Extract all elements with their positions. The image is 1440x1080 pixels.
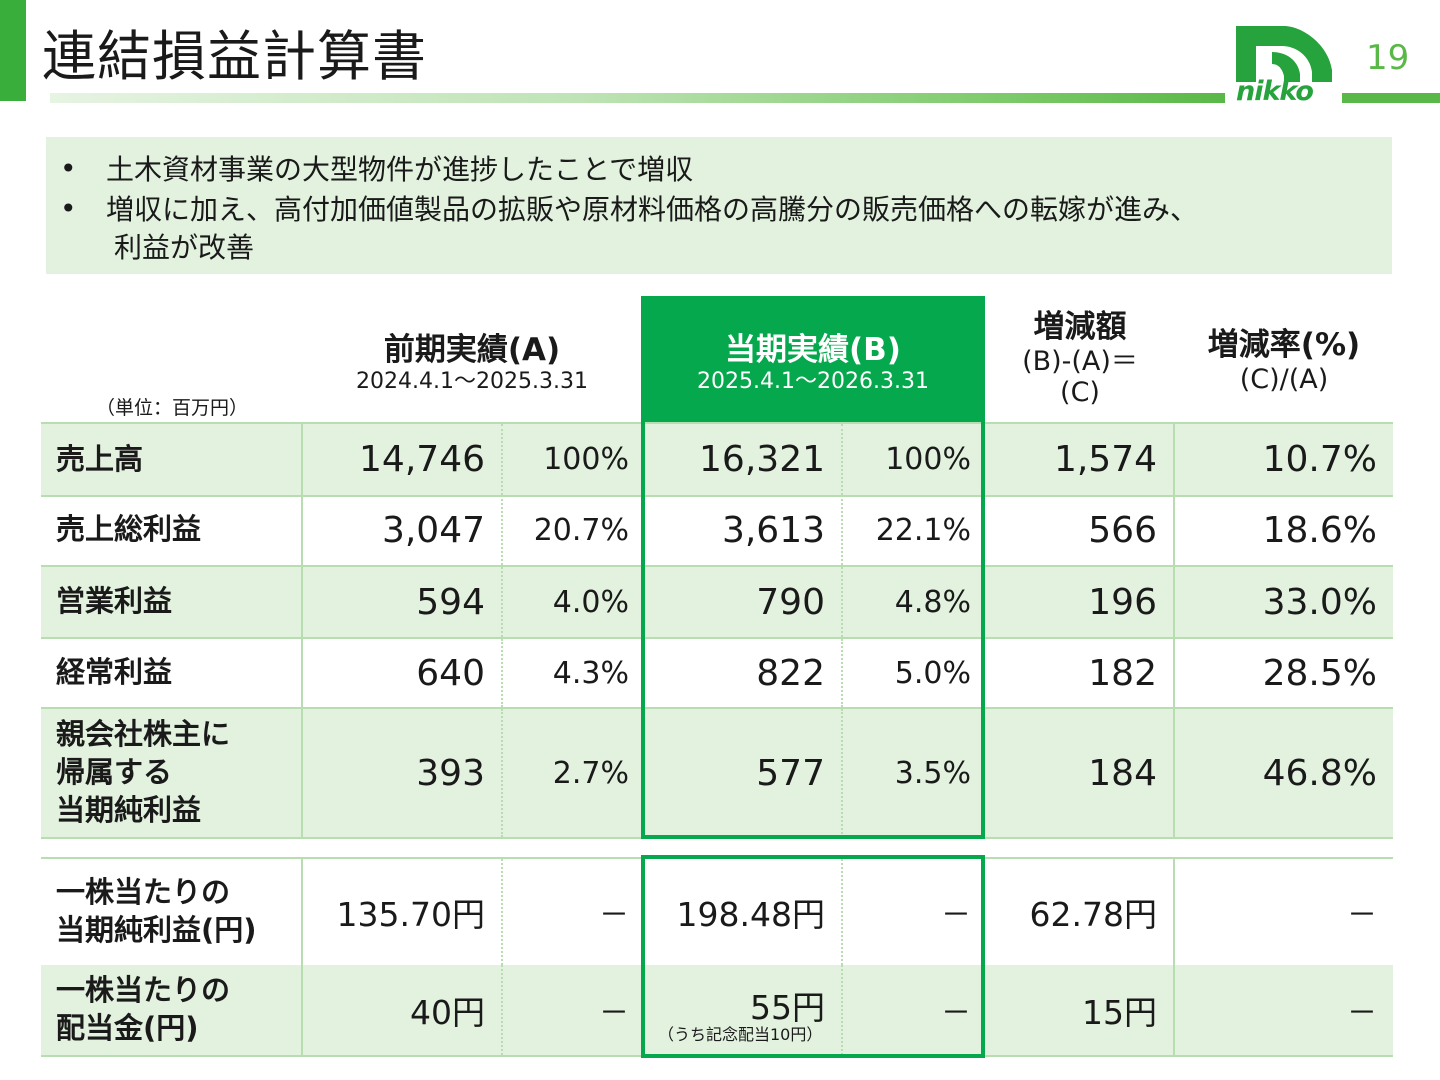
- row-label-line: 当期純利益: [56, 792, 202, 827]
- prev-value: 14,746: [303, 424, 503, 495]
- table-row-gross-profit: 売上総利益 3,047 20.7% 3,613 22.1% 566 18.6%: [41, 495, 1393, 567]
- col-header-current: 当期実績(B) 2025.4.1～2026.3.31: [641, 332, 985, 394]
- change-rate: 28.5%: [1262, 652, 1377, 694]
- row-label-line: 親会社株主に: [56, 717, 231, 752]
- row-label-line: 一株当たりの: [56, 875, 231, 910]
- current-ratio: 5.0%: [894, 655, 971, 691]
- table-row-ordinary-income: 経常利益 640 4.3% 822 5.0% 182 28.5%: [41, 639, 1393, 709]
- row-label: 売上総利益: [41, 495, 303, 565]
- diff-value: 15円: [985, 965, 1175, 1055]
- current-value: 822: [643, 639, 843, 707]
- prev-ratio: 100%: [543, 442, 629, 477]
- prev-value: 40円: [303, 965, 503, 1055]
- bullet-marker: •: [60, 192, 77, 225]
- col-header-current-period: 2025.4.1～2026.3.31: [697, 368, 929, 394]
- title-underline: [50, 93, 1225, 103]
- table-row-dividend: 一株当たりの 配当金(円) 40円 － 55円 － 15円 －: [41, 965, 1393, 1057]
- title-accent-bar: [0, 0, 26, 101]
- prev-ratio: －: [599, 996, 629, 1031]
- change-rate: －: [1347, 996, 1377, 1031]
- current-period-frame-per-share: [641, 855, 985, 1058]
- current-value: 790: [643, 567, 843, 637]
- summary-bullet-2-cont: 利益が改善: [114, 231, 255, 264]
- summary-bullet-2: 増収に加え、高付加価値製品の拡販や原材料価格の高騰分の販売価格への転嫁が進み、: [106, 193, 1199, 226]
- diff-value: 1,574: [985, 424, 1175, 495]
- col-header-diff-formula: (B)-(A)＝: [1022, 345, 1138, 377]
- current-ratio: 100%: [885, 442, 971, 477]
- nikko-logo-icon: [1236, 26, 1332, 82]
- row-label: 一株当たりの 配当金(円): [41, 965, 303, 1055]
- current-value: 3,613: [643, 495, 843, 565]
- current-ratio: 22.1%: [875, 512, 971, 548]
- diff-value: 62.78円: [985, 859, 1175, 965]
- prev-value: 3,047: [303, 495, 503, 565]
- change-rate: 33.0%: [1262, 581, 1377, 623]
- current-ratio: －: [941, 898, 971, 933]
- table-row-net-income: 親会社株主に 帰属する 当期純利益 393 2.7% 577 3.5% 184 …: [41, 709, 1393, 839]
- row-label-line: 当期純利益(円): [56, 913, 257, 947]
- prev-value: 135.70円: [303, 859, 503, 965]
- bullet-marker: •: [60, 152, 77, 185]
- current-value: 577: [643, 709, 843, 837]
- page-title: 連結損益計算書: [42, 25, 427, 88]
- row-label: 一株当たりの 当期純利益(円): [41, 859, 303, 965]
- prev-value: 640: [303, 639, 503, 707]
- col-header-prev-title: 前期実績(A): [383, 332, 561, 368]
- table-row-eps: 一株当たりの 当期純利益(円) 135.70円 － 198.48円 － 62.7…: [41, 857, 1393, 967]
- summary-box: [46, 137, 1392, 274]
- col-header-diff-label: (C): [1060, 376, 1100, 408]
- row-label: 経常利益: [41, 639, 303, 707]
- table-row-sales: 売上高 14,746 100% 16,321 100% 1,574 10.7%: [41, 422, 1393, 497]
- current-ratio: －: [941, 996, 971, 1031]
- row-label: 営業利益: [41, 567, 303, 637]
- current-value: 16,321: [643, 424, 843, 495]
- title-underline-right: [1342, 93, 1440, 103]
- row-label-line: 配当金(円): [56, 1011, 199, 1045]
- diff-value: 196: [985, 567, 1175, 637]
- table-row-operating-income: 営業利益 594 4.0% 790 4.8% 196 33.0%: [41, 567, 1393, 639]
- current-ratio: 3.5%: [894, 755, 971, 791]
- col-header-prev: 前期実績(A) 2024.4.1～2025.3.31: [303, 332, 641, 394]
- diff-value: 184: [985, 709, 1175, 837]
- prev-ratio: 4.0%: [552, 584, 629, 620]
- current-value: 55円: [643, 965, 843, 1055]
- commemorative-dividend-note: （うち記念配当10円）: [658, 1025, 823, 1044]
- prev-value: 393: [303, 709, 503, 837]
- col-header-diff: 増減額 (B)-(A)＝ (C): [985, 309, 1175, 408]
- row-label-line: 帰属する: [56, 755, 173, 790]
- summary-bullet-1: 土木資材事業の大型物件が進捗したことで増収: [106, 153, 694, 186]
- unit-label: （単位：百万円）: [96, 397, 249, 419]
- prev-ratio: 2.7%: [552, 755, 629, 791]
- change-rate: 46.8%: [1262, 752, 1377, 794]
- row-label: 売上高: [41, 424, 303, 495]
- diff-value: 182: [985, 639, 1175, 707]
- col-header-rate: 増減率(%) (C)/(A): [1175, 327, 1393, 395]
- prev-value: 594: [303, 567, 503, 637]
- change-rate: 10.7%: [1262, 439, 1377, 480]
- prev-ratio: 4.3%: [552, 655, 629, 691]
- logo-wordmark: nikko: [1236, 76, 1314, 107]
- page-number: 19: [1366, 38, 1410, 78]
- diff-value: 566: [985, 495, 1175, 565]
- prev-ratio: 20.7%: [533, 512, 629, 548]
- col-header-current-title: 当期実績(B): [725, 332, 901, 368]
- change-rate: 18.6%: [1262, 509, 1377, 551]
- current-value: 198.48円: [643, 859, 843, 965]
- current-period-frame: [641, 420, 985, 839]
- col-header-rate-title: 増減率(%): [1207, 327, 1361, 363]
- col-header-rate-formula: (C)/(A): [1239, 363, 1329, 395]
- current-ratio: 4.8%: [894, 584, 971, 620]
- col-header-prev-period: 2024.4.1～2025.3.31: [356, 368, 588, 394]
- prev-ratio: －: [599, 898, 629, 933]
- row-label-line: 一株当たりの: [56, 973, 231, 1008]
- change-rate: －: [1347, 898, 1377, 933]
- row-label: 親会社株主に 帰属する 当期純利益: [41, 709, 303, 837]
- col-header-current-bg: [641, 296, 985, 422]
- col-header-diff-title: 増減額: [1033, 309, 1127, 345]
